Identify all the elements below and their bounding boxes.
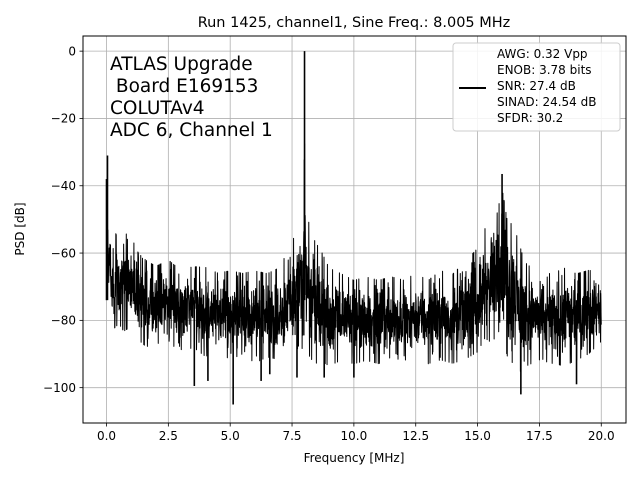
x-tick-label: 0.0 [97, 429, 116, 443]
x-axis-label: Frequency [MHz] [304, 451, 405, 465]
annotation-line: COLUTAv4 [110, 98, 205, 119]
legend-entry: SNR: 27.4 dB [497, 79, 576, 93]
legend-entry: AWG: 0.32 Vpp [497, 47, 588, 61]
y-axis-label: PSD [dB] [13, 202, 27, 255]
y-tick-label: −40 [51, 179, 76, 193]
chart-title: Run 1425, channel1, Sine Freq.: 8.005 MH… [198, 15, 511, 31]
x-tick-label: 20.0 [588, 429, 615, 443]
annotation-line: Board E169153 [110, 76, 258, 97]
legend: AWG: 0.32 Vpp ENOB: 3.78 bits SNR: 27.4 … [452, 42, 621, 132]
y-tick-label: −60 [51, 246, 76, 260]
x-tick-label: 5.0 [221, 429, 240, 443]
x-tick-label: 15.0 [464, 429, 491, 443]
x-tick-label: 7.5 [282, 429, 301, 443]
x-tick-label: 10.0 [341, 429, 368, 443]
annotation-line: ADC 6, Channel 1 [110, 120, 273, 141]
legend-entry: SINAD: 24.54 dB [497, 95, 596, 109]
x-tick-label: 12.5 [402, 429, 429, 443]
annotation-line: ATLAS Upgrade [110, 54, 253, 75]
plot-frame [82, 35, 627, 424]
x-tick-label: 17.5 [526, 429, 553, 443]
y-tick-label: −80 [51, 314, 76, 328]
board-annotation: ATLAS Upgrade Board E169153 COLUTAv4 ADC… [110, 54, 273, 141]
y-tick-label: −20 [51, 112, 76, 126]
legend-entry: SFDR: 30.2 [497, 111, 563, 125]
y-tick-label: 0 [68, 44, 76, 58]
axis-ticks: 0.0 2.5 5.0 7.5 10.0 12.5 15.0 17.5 20.0 0 −20 −40 −… [43, 44, 615, 443]
y-tick-label: −100 [43, 381, 76, 395]
legend-entry: ENOB: 3.78 bits [497, 63, 592, 77]
x-tick-label: 2.5 [159, 429, 178, 443]
legend-box [452, 42, 621, 132]
psd-series [105, 51, 602, 405]
